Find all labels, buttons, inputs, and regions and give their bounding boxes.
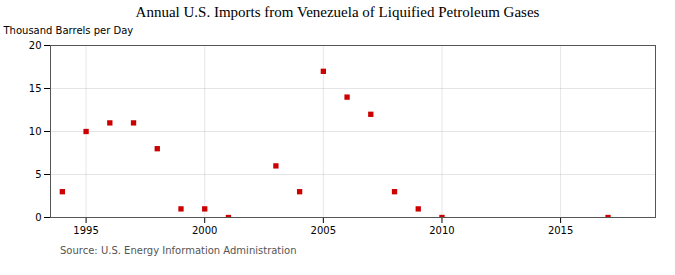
- svg-text:10: 10: [29, 126, 42, 137]
- svg-text:0: 0: [35, 212, 41, 223]
- svg-text:15: 15: [29, 83, 42, 94]
- svg-text:5: 5: [35, 169, 41, 180]
- html-text:Source: U.S. Energy Informatio: Source: U.S. Energy Information Administ…: [60, 245, 297, 256]
- html-text:Annual U.S. Imports from Venez: Annual U.S. Imports from Venezuela of Li…: [135, 4, 540, 20]
- svg-text:2015: 2015: [548, 225, 573, 236]
- svg-text:2005: 2005: [311, 225, 336, 236]
- svg-text:2010: 2010: [429, 225, 454, 236]
- svg-text:Thousand Barrels per Day: Thousand Barrels per Day: [3, 25, 134, 36]
- svg-text:1995: 1995: [73, 225, 98, 236]
- svg-text:2000: 2000: [192, 225, 217, 236]
- svg-text:20: 20: [29, 40, 42, 51]
